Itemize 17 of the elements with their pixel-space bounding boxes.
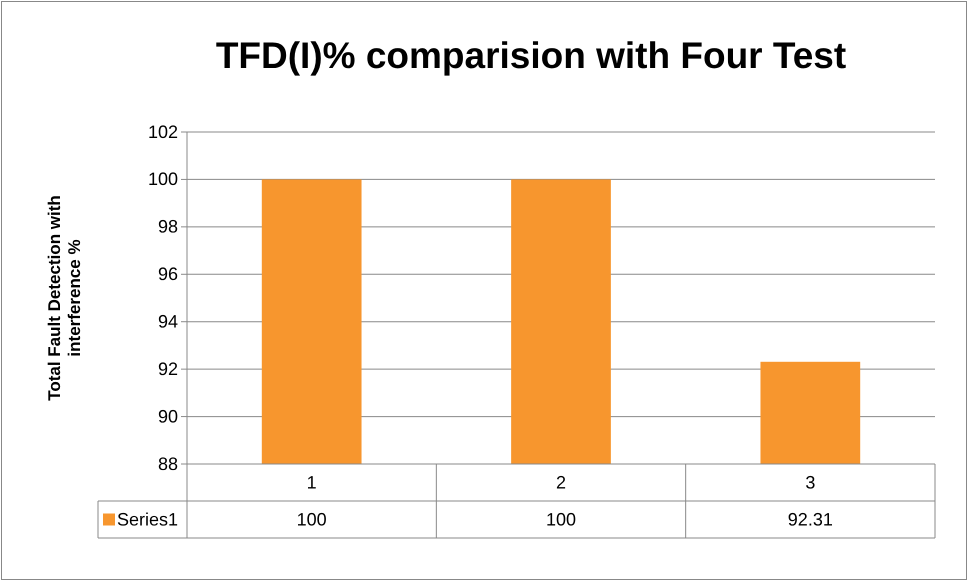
data-label: 92.31 (788, 510, 833, 530)
y-tick-label: 90 (158, 406, 178, 426)
x-tick-label: 1 (306, 472, 317, 492)
legend-label: Series1 (117, 510, 178, 530)
data-label: 100 (296, 510, 327, 530)
y-tick-label: 102 (148, 122, 178, 142)
y-tick-label: 88 (158, 454, 178, 474)
y-tick-label: 100 (148, 169, 178, 190)
chart-title: TFD(I)% comparision with Four Test (216, 35, 846, 76)
y-tick-label: 96 (158, 264, 178, 284)
x-tick-label: 3 (805, 472, 816, 492)
y-tick-label: 98 (158, 216, 178, 237)
y-axis-title: Total Fault Detection with interference % (45, 195, 84, 401)
x-tick-label: 2 (556, 472, 566, 492)
data-label: 100 (546, 510, 576, 530)
y-tick-label: 94 (158, 311, 178, 332)
y-tick-label: 92 (158, 358, 178, 379)
